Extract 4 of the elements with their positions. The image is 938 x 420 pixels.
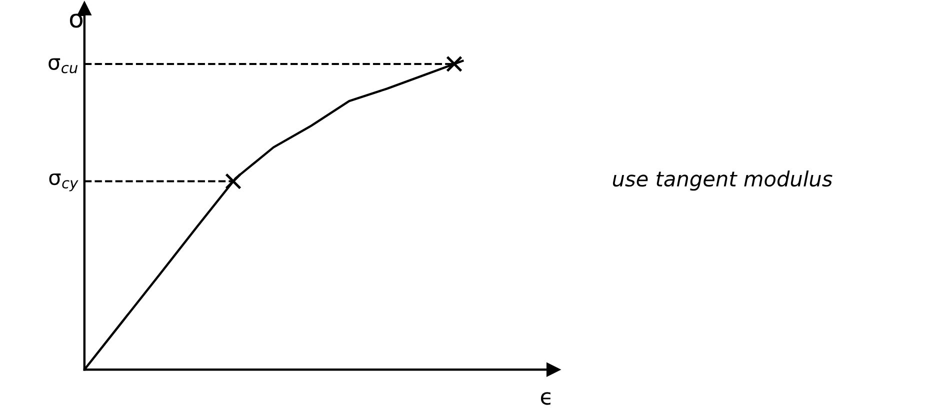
text: use tangent modulus [612, 170, 832, 191]
ref-line-label: σ$_{cu}$ [48, 58, 78, 74]
ref-line-label: σ$_{cy}$ [49, 173, 78, 192]
x-axis-title: ϵ [540, 392, 550, 405]
